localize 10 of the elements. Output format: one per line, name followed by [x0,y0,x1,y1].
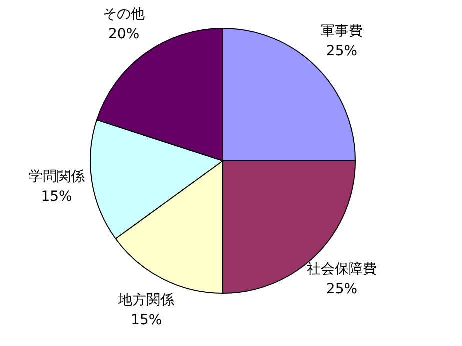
slice-label: 学問関係 [28,168,85,185]
slice-label: 社会保障費 [306,262,377,278]
data-label: 15% [41,188,72,205]
data-label: 20% [108,26,140,43]
slice-label: 軍事費 [320,24,363,40]
data-label: 25% [326,44,358,60]
data-label: 25% [326,282,358,298]
slice-label: 地方関係 [118,292,175,309]
slice-label: その他 [103,6,146,23]
data-label: 15% [131,312,162,329]
